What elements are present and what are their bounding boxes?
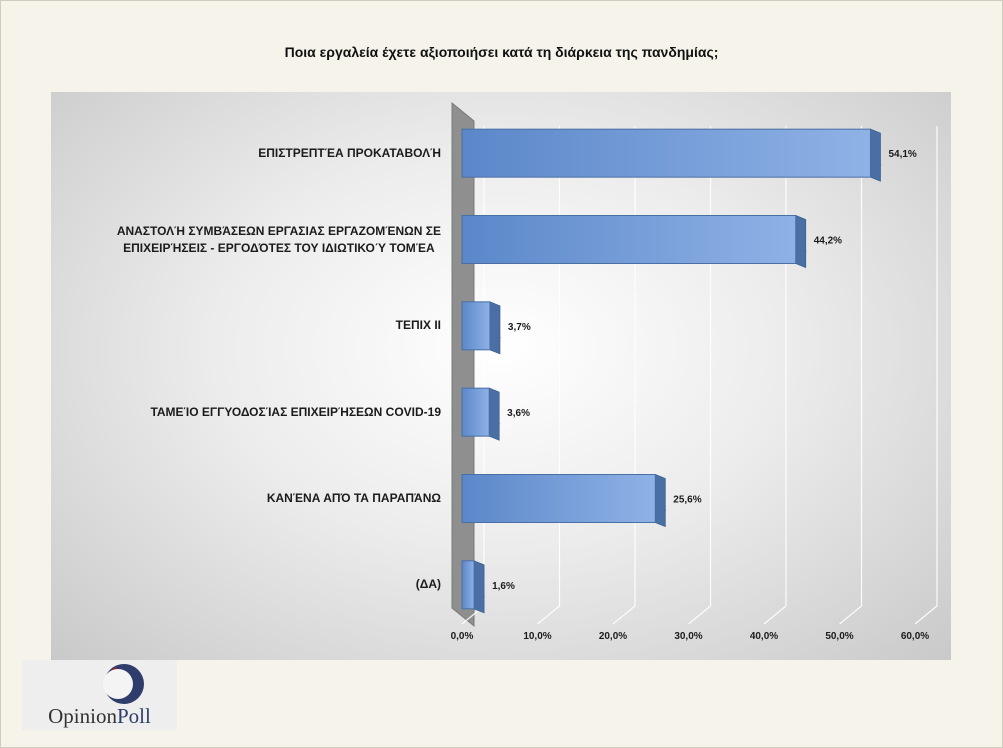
chart-title: Ποια εργαλεία έχετε αξιοποιήσει κατά τη …	[284, 44, 719, 60]
category-label-line: ΚΑΝΈΝΑ ΑΠΌ ΤΑ ΠΑΡΑΠΆΝΩ	[266, 491, 441, 505]
category-label-line: ΤΕΠΙΧ ΙΙ	[395, 318, 441, 333]
bar-2	[461, 301, 491, 351]
logo-text-poll: Poll	[116, 704, 151, 728]
tick-label-6: 60,0%	[901, 631, 929, 642]
category-label-1: ΑΝΑΣΤΟΛΉ ΣΥΜΒΆΣΕΩΝ ΕΡΓΑΣΙΑΣ ΕΡΓΑΖΟΜΈΝΩΝ …	[117, 223, 441, 257]
category-label-2: ΤΕΠΙΧ ΙΙ	[396, 317, 441, 334]
category-label-line: ΑΝΑΣΤΟΛΉ ΣΥΜΒΆΣΕΩΝ ΕΡΓΑΣΙΑΣ ΕΡΓΑΖΟΜΈΝΩΝ …	[116, 223, 441, 238]
category-label-line: ΤΑΜΕΊΟ ΕΓΓΥΟΔΟΣΊΑΣ ΕΠΙΧΕΙΡΉΣΕΩΝ COVID-19	[150, 404, 441, 419]
tick-label-2: 20,0%	[599, 631, 627, 642]
bar-0	[461, 128, 871, 178]
tick-label-5: 50,0%	[825, 631, 853, 642]
category-label-5: (ΔΑ)	[416, 576, 441, 593]
value-label-0: 54,1%	[888, 149, 916, 160]
gridline-2	[612, 126, 636, 625]
category-label-line: (ΔΑ)	[415, 577, 441, 592]
value-label-2: 3,7%	[508, 322, 531, 333]
gridline-5	[839, 126, 863, 625]
plot-area: 54,1% 44,2% 3,7% 3,6% 25,6% 1,6% 0,0% 10,0% 20,0…	[51, 92, 951, 660]
value-label-4: 25,6%	[673, 495, 701, 506]
value-label-3: 3,6%	[507, 408, 530, 419]
gridline-6	[914, 126, 938, 625]
tick-label-0: 0,0%	[451, 631, 474, 642]
bar-side-4	[654, 473, 666, 528]
category-label-line: ΕΠΙΣΤΡΕΠΤΈΑ ΠΡΟΚΑΤΑΒΟΛΉ	[258, 145, 441, 160]
bar-side-2	[489, 301, 501, 355]
axis-wall	[451, 101, 475, 628]
tick-label-1: 10,0%	[523, 631, 551, 642]
bar-chart-svg: 54,1% 44,2% 3,7% 3,6% 25,6% 1,6% 0,0% 10,0% 20,0…	[451, 101, 938, 642]
tick-label-4: 40,0%	[750, 631, 778, 642]
category-label-3: ΤΑΜΕΊΟ ΕΓΓΥΟΔΟΣΊΑΣ ΕΠΙΧΕΙΡΉΣΕΩΝ COVID-19	[150, 404, 441, 421]
value-label-5: 1,6%	[492, 581, 515, 592]
category-label-line: ΕΠΙΧΕΙΡΉΣΕΙΣ - ΕΡΓΟΔΌΤΕΣ ΤΟΥ ΙΔΙΩΤΙΚΟΎ Τ…	[123, 240, 435, 255]
logo-globe-icon	[103, 664, 144, 704]
bar-1	[461, 215, 797, 264]
value-label-1: 44,2%	[814, 236, 842, 247]
bar-side-5	[473, 560, 485, 614]
gridline-3	[688, 126, 712, 625]
gridline-1	[537, 126, 561, 625]
logo-text-opinion: Opinion	[48, 704, 117, 728]
bar-4	[461, 474, 656, 523]
bar-side-3	[488, 387, 500, 441]
bar-side-1	[795, 214, 807, 269]
gridline-4	[763, 126, 787, 625]
bar-5	[461, 560, 475, 610]
logo-text: OpinionPoll	[22, 704, 177, 729]
category-label-0: ΕΠΙΣΤΡΕΠΤΈΑ ΠΡΟΚΑΤΑΒΟΛΉ	[258, 145, 441, 162]
bar-3	[461, 387, 490, 437]
bar-side-0	[870, 128, 881, 182]
tick-label-3: 30,0%	[674, 631, 702, 642]
opinionpoll-logo: OpinionPoll	[22, 660, 177, 730]
category-label-4: ΚΑΝΈΝΑ ΑΠΌ ΤΑ ΠΑΡΑΠΆΝΩ	[267, 490, 441, 507]
